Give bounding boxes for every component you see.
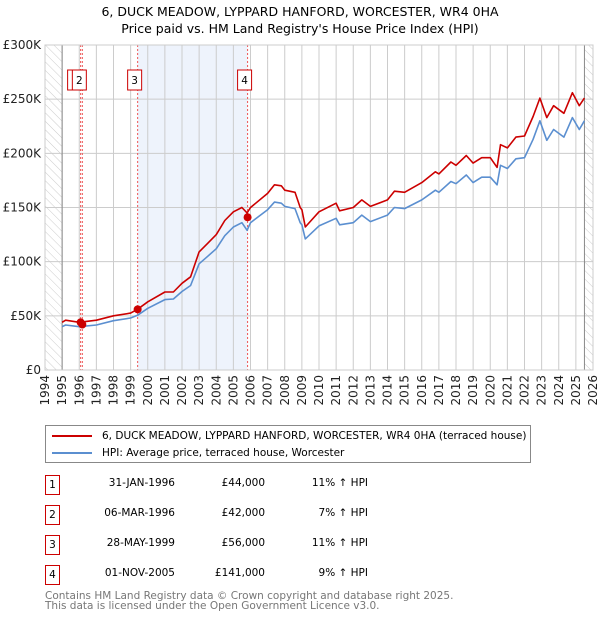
x-tick-label: 2004 (209, 375, 223, 406)
sale-point (78, 320, 87, 329)
legend-item-property: 6, DUCK MEADOW, LYPPARD HANFORD, WORCEST… (52, 429, 526, 443)
sale-point (133, 305, 142, 314)
sale-label-box (127, 69, 143, 91)
property-price-line (61, 91, 586, 324)
x-tick-label: 1994 (38, 375, 52, 406)
x-tick-label: 2018 (449, 375, 463, 406)
y-tick-label: £300K (3, 38, 43, 52)
sale-point (243, 213, 252, 222)
x-tick-label: 2013 (363, 375, 377, 406)
x-tick-label: 2007 (261, 375, 275, 406)
x-tick-label: 2024 (552, 375, 566, 406)
x-tick-label: 1995 (55, 375, 69, 406)
sale-date: 06-MAR-1996 (104, 507, 175, 519)
sale-price: £56,000 (221, 537, 265, 549)
sale-number: 1 (45, 475, 60, 495)
sale-hpi: 11% ↑ HPI (311, 537, 368, 549)
sale-date: 31-JAN-1996 (108, 477, 175, 489)
x-tick-label: 2006 (244, 375, 258, 406)
sale-hpi: 11% ↑ HPI (311, 477, 368, 489)
x-tick-label: 2000 (141, 375, 155, 406)
chart-title: 6, DUCK MEADOW, LYPPARD HANFORD, WORCEST… (101, 4, 499, 19)
x-tick-label: 2019 (466, 375, 480, 406)
sale-date: 01-NOV-2005 (104, 567, 175, 579)
x-tick-label: 2020 (483, 375, 497, 406)
x-tick-label: 2009 (295, 375, 309, 406)
sale-number: 2 (45, 505, 60, 525)
footer-licence: This data is licensed under the Open Gov… (45, 600, 380, 612)
x-tick-label: 2023 (535, 375, 549, 406)
x-tick-label: 2017 (432, 375, 446, 406)
plot-area: 1234199419951996199719981999200020012002… (3, 38, 600, 406)
sale-label-box (237, 69, 253, 91)
sale-price: £141,000 (214, 567, 265, 579)
sale-label: 2 (76, 75, 83, 87)
legend-swatch-red (52, 435, 92, 437)
sale-label: 4 (241, 75, 248, 87)
x-tick-label: 1996 (72, 375, 86, 406)
footer-copyright: Contains HM Land Registry data © Crown c… (45, 590, 454, 602)
x-tick-label: 2005 (226, 375, 240, 406)
x-tick-label: 2008 (278, 375, 292, 406)
x-tick-label: 2012 (346, 375, 360, 406)
y-tick-label: £200K (3, 146, 43, 160)
x-tick-label: 2002 (175, 375, 189, 406)
sale-number: 3 (45, 535, 60, 555)
x-tick-label: 2014 (381, 375, 395, 406)
x-tick-label: 2022 (518, 375, 532, 406)
y-tick-label: £150K (3, 201, 43, 215)
sale-date: 28-MAY-1999 (106, 537, 175, 549)
x-tick-label: 2010 (312, 375, 326, 406)
x-tick-label: 1998 (107, 375, 121, 406)
x-tick-label: 2015 (398, 375, 412, 406)
sale-hpi: 9% ↑ HPI (318, 567, 368, 579)
sale-label-box (71, 69, 87, 91)
x-tick-label: 2016 (415, 375, 429, 406)
legend-item-hpi: HPI: Average price, terraced house, Worc… (52, 446, 344, 460)
y-tick-label: £100K (3, 255, 43, 269)
legend-swatch-blue (52, 452, 92, 454)
x-tick-label: 2011 (329, 375, 343, 406)
legend-label: 6, DUCK MEADOW, LYPPARD HANFORD, WORCEST… (102, 430, 527, 442)
x-tick-label: 2021 (500, 375, 514, 406)
x-tick-label: 1999 (124, 375, 138, 406)
plot-frame (44, 44, 594, 371)
sale-label: 3 (131, 75, 138, 87)
x-tick-label: 2025 (569, 375, 583, 406)
y-tick-label: £50K (10, 309, 42, 323)
sale-number: 4 (45, 565, 60, 585)
x-tick-label: 2026 (586, 375, 600, 406)
y-tick-label: £0 (26, 363, 41, 377)
legend-label: HPI: Average price, terraced house, Worc… (102, 447, 345, 459)
hpi-line (61, 116, 586, 328)
sale-price: £42,000 (221, 507, 265, 519)
y-tick-label: £250K (3, 92, 43, 106)
x-tick-label: 1997 (89, 375, 103, 406)
x-tick-label: 2001 (158, 375, 172, 406)
x-tick-label: 2003 (192, 375, 206, 406)
sale-price: £44,000 (221, 477, 265, 489)
sale-hpi: 7% ↑ HPI (318, 507, 368, 519)
legend: 6, DUCK MEADOW, LYPPARD HANFORD, WORCEST… (45, 425, 531, 463)
chart-subtitle: Price paid vs. HM Land Registry's House … (121, 21, 479, 36)
